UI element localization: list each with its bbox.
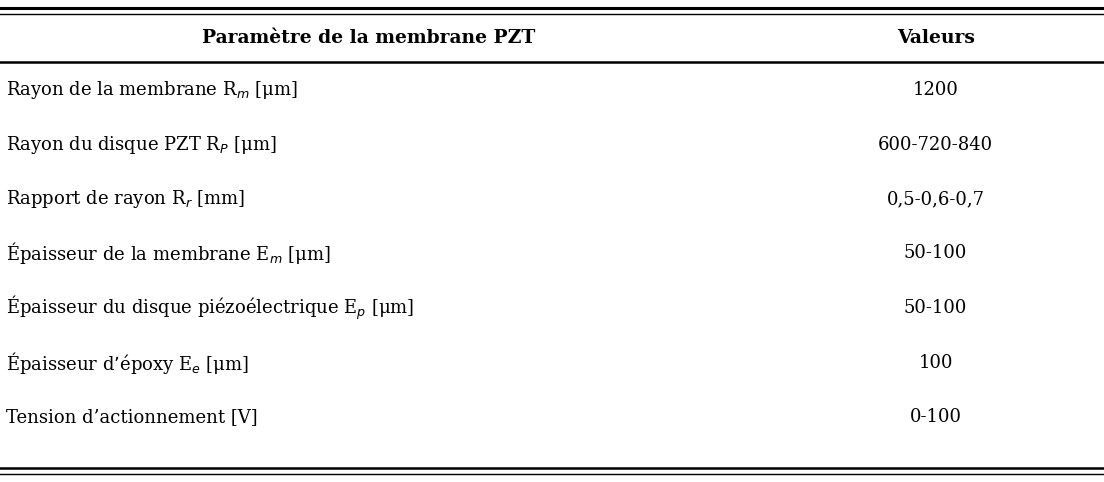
Text: Rayon du disque PZT R$_P$ [μm]: Rayon du disque PZT R$_P$ [μm]	[6, 134, 276, 156]
Text: Paramètre de la membrane PZT: Paramètre de la membrane PZT	[202, 29, 535, 47]
Text: 0-100: 0-100	[910, 408, 962, 426]
Text: Épaisseur de la membrane E$_m$ [μm]: Épaisseur de la membrane E$_m$ [μm]	[6, 241, 330, 267]
Text: 50-100: 50-100	[904, 299, 967, 317]
Text: Tension d’actionnement [V]: Tension d’actionnement [V]	[6, 408, 257, 426]
Text: Épaisseur d’époxy E$_e$ [μm]: Épaisseur d’époxy E$_e$ [μm]	[6, 349, 248, 375]
Text: 100: 100	[919, 353, 953, 372]
Text: 600-720-840: 600-720-840	[878, 135, 994, 153]
Text: 1200: 1200	[913, 81, 958, 99]
Text: Épaisseur du disque piézoélectrique E$_p$ [μm]: Épaisseur du disque piézoélectrique E$_p…	[6, 294, 414, 322]
Text: 0,5-0,6-0,7: 0,5-0,6-0,7	[887, 190, 985, 208]
Text: Valeurs: Valeurs	[896, 29, 975, 47]
Text: 50-100: 50-100	[904, 244, 967, 263]
Text: Rayon de la membrane R$_m$ [μm]: Rayon de la membrane R$_m$ [μm]	[6, 79, 297, 101]
Text: Rapport de rayon R$_r$ [mm]: Rapport de rayon R$_r$ [mm]	[6, 188, 244, 210]
